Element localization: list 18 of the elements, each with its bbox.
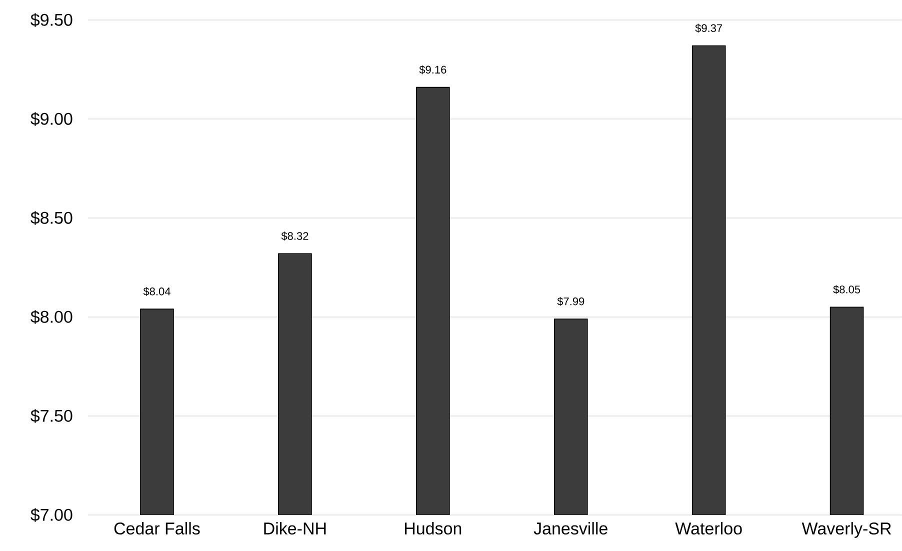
y-tick-label: $7.00: [30, 508, 72, 522]
y-tick-label: $9.50: [30, 13, 72, 27]
x-tick-label: Waverly-SR: [802, 522, 892, 538]
y-tick-label: $8.50: [30, 211, 72, 225]
data-label: $8.04: [143, 287, 170, 296]
data-label: $8.32: [281, 232, 308, 241]
y-tick-label: $9.00: [30, 112, 72, 126]
y-tick-label: $8.00: [30, 310, 72, 324]
x-tick-label: Waterloo: [675, 522, 742, 535]
x-tick-label: Janesville: [534, 522, 608, 535]
data-label: $7.99: [557, 296, 584, 306]
x-tick-label: Cedar Falls: [114, 522, 200, 535]
data-label: $8.05: [833, 285, 860, 294]
x-tick-label: Dike-NH: [264, 522, 326, 535]
y-tick-label: $7.50: [30, 409, 72, 423]
x-tick-label: Hudson: [404, 522, 462, 535]
data-label: $9.37: [695, 24, 722, 33]
data-label: $9.16: [419, 65, 446, 74]
